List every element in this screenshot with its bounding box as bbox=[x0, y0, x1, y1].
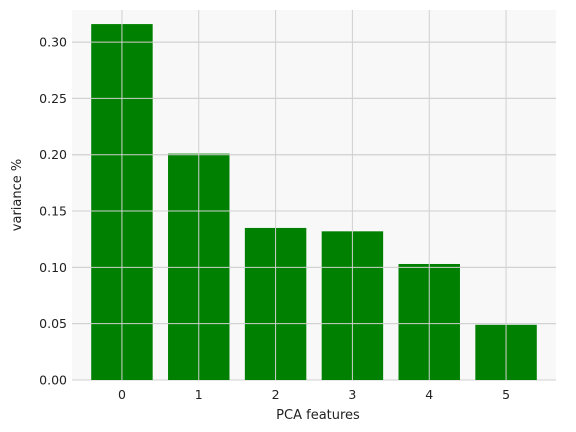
y-tick-label: 0.10 bbox=[39, 260, 67, 275]
x-tick-label: 1 bbox=[195, 387, 203, 402]
y-axis-label: variance % bbox=[10, 159, 25, 231]
x-tick-label: 4 bbox=[425, 387, 433, 402]
x-tick-label: 2 bbox=[272, 387, 280, 402]
grid-front-layer bbox=[72, 10, 556, 380]
y-tick-label: 0.20 bbox=[39, 147, 67, 162]
y-tick-label: 0.15 bbox=[39, 204, 67, 219]
x-axis-label: PCA features bbox=[276, 408, 360, 423]
x-tick-label: 3 bbox=[348, 387, 356, 402]
x-tick-label: 5 bbox=[502, 387, 510, 402]
y-tick-label: 0.25 bbox=[39, 91, 67, 106]
y-tick-label: 0.05 bbox=[39, 316, 67, 331]
ticks-layer: 0.00 0.05 0.10 0.15 0.20 0.25 0.30 0 1 2 3 4 5 bbox=[39, 35, 510, 402]
y-tick-label: 0.30 bbox=[39, 35, 67, 50]
x-tick-label: 0 bbox=[118, 387, 126, 402]
y-tick-label: 0.00 bbox=[39, 373, 67, 388]
